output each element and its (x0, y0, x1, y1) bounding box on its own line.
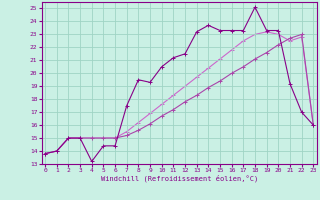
X-axis label: Windchill (Refroidissement éolien,°C): Windchill (Refroidissement éolien,°C) (100, 175, 258, 182)
